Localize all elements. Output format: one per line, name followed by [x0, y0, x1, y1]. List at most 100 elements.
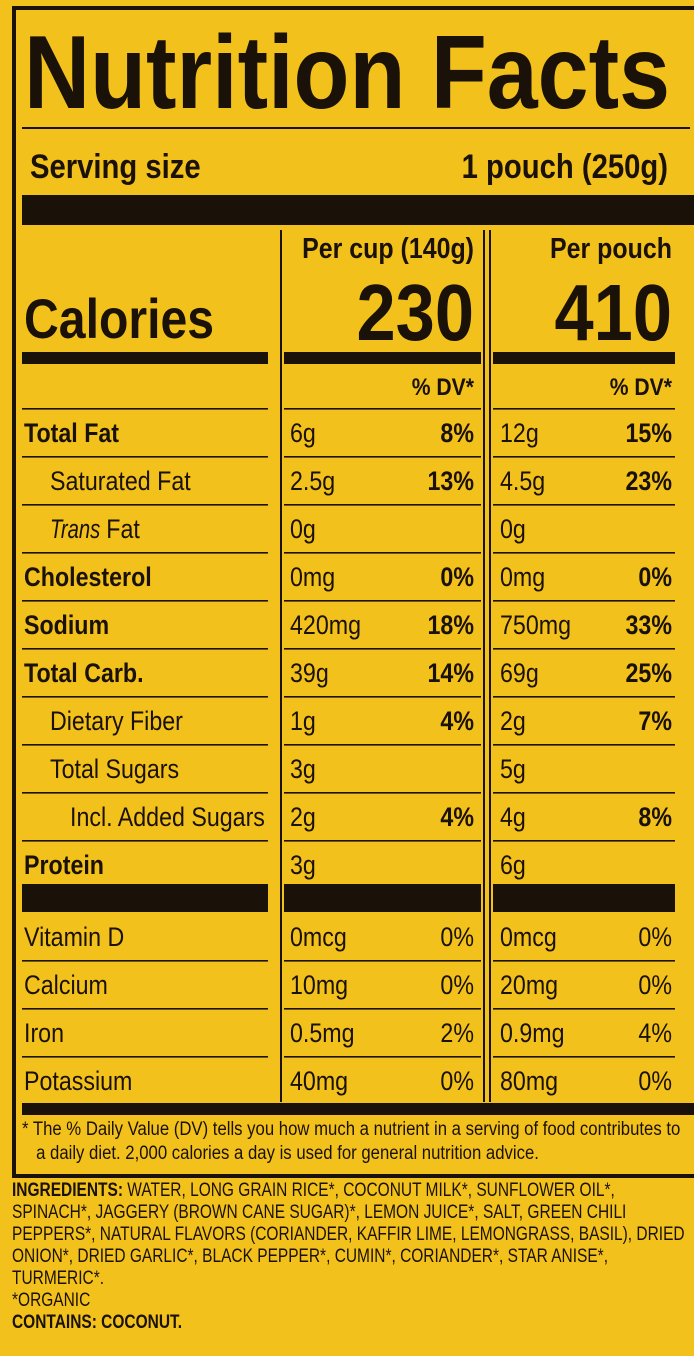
vitamin-amount: 0.9mg: [500, 1018, 565, 1048]
nutrient-dv: 13%: [428, 466, 474, 496]
nutrient-amount: 0mg: [290, 562, 335, 592]
nutrient-name: Dietary Fiber: [50, 706, 183, 736]
nutrient-dv: 0%: [638, 562, 672, 592]
calories-label: Calories: [24, 287, 214, 350]
serving-value: 1 pouch (250g): [462, 148, 668, 186]
row-rule: [284, 504, 481, 506]
nutrient-amount: 4g: [500, 802, 526, 832]
nutrient-dv: 23%: [626, 466, 672, 496]
row-rule: [22, 648, 268, 650]
nutrient-amount: 4.5g: [500, 466, 545, 496]
row-rule: [493, 744, 675, 746]
row-rule: [22, 600, 268, 602]
vitamin-dv: 2%: [440, 1018, 474, 1048]
row-rule: [22, 696, 268, 698]
nutrient-amount: 3g: [290, 850, 316, 880]
section-bar: [22, 352, 268, 364]
nutrient-amount: 6g: [290, 418, 316, 448]
vitamin-amount: 40mg: [290, 1066, 348, 1096]
row-rule: [22, 960, 268, 962]
nutrient-name: Saturated Fat: [50, 466, 191, 496]
row-rule: [284, 1008, 481, 1010]
vitamin-amount: 0.5mg: [290, 1018, 355, 1048]
dv-header: % DV*: [610, 374, 673, 401]
row-rule: [284, 792, 481, 794]
organic-note: *ORGANIC: [12, 1290, 91, 1311]
nutrient-name: Fat: [106, 514, 140, 544]
row-rule: [284, 840, 481, 842]
ingredients: INGREDIENTS: WATER, LONG GRAIN RICE*, CO…: [12, 1180, 694, 1334]
section-bar: [493, 352, 675, 364]
vitamin-amount: 0mcg: [500, 922, 557, 952]
nutrient-dv: 7%: [638, 706, 672, 736]
nutrient-amount: 420mg: [290, 610, 361, 640]
vitamin-dv: 0%: [638, 970, 672, 1000]
label-border: [12, 6, 694, 1178]
serving-label: Serving size: [30, 148, 201, 186]
row-rule: [284, 744, 481, 746]
nutrient-amount: 69g: [500, 658, 539, 688]
row-rule: [22, 840, 268, 842]
section-bar: [493, 884, 675, 912]
vitamin-name: Potassium: [24, 1066, 132, 1096]
vitamin-name: Vitamin D: [24, 922, 124, 952]
nutrient-dv: 18%: [428, 610, 474, 640]
row-rule: [493, 1008, 675, 1010]
nutrient-dv: 4%: [440, 802, 474, 832]
vitamin-dv: 4%: [638, 1018, 672, 1048]
vitamin-amount: 80mg: [500, 1066, 558, 1096]
nutrient-amount: 2g: [500, 706, 526, 736]
footnote: * The % Daily Value (DV) tells you how m…: [22, 1119, 681, 1164]
row-rule: [284, 960, 481, 962]
ingredients-label: INGREDIENTS:: [12, 1180, 123, 1201]
row-rule: [22, 792, 268, 794]
thick-bar: [22, 1103, 694, 1115]
dv-header: % DV*: [412, 374, 475, 401]
row-rule: [284, 552, 481, 554]
row-rule: [493, 456, 675, 458]
nutrient-dv: 8%: [440, 418, 474, 448]
row-rule: [22, 1056, 268, 1058]
nutrient-amount: 2.5g: [290, 466, 335, 496]
row-rule: [284, 1056, 481, 1058]
row-rule: [284, 600, 481, 602]
nutrient-dv: 14%: [428, 658, 474, 688]
nutrient-dv: 33%: [626, 610, 672, 640]
row-rule: [493, 840, 675, 842]
calories-value: 410: [555, 268, 672, 357]
row-rule: [22, 456, 268, 458]
nutrient-name: Total Fat: [24, 418, 119, 448]
row-rule: [493, 648, 675, 650]
vitamin-dv: 0%: [440, 1066, 474, 1096]
row-rule: [284, 696, 481, 698]
nutrient-amount: 39g: [290, 658, 329, 688]
row-rule: [284, 648, 481, 650]
nutrient-amount: 0g: [500, 514, 526, 544]
row-rule: [493, 792, 675, 794]
section-bar: [22, 884, 268, 912]
vitamin-amount: 20mg: [500, 970, 558, 1000]
vitamin-dv: 0%: [440, 970, 474, 1000]
row-rule: [493, 552, 675, 554]
row-rule: [493, 960, 675, 962]
section-bar: [284, 352, 481, 364]
nutrient-amount: 0g: [290, 514, 316, 544]
vitamin-dv: 0%: [638, 922, 672, 952]
calories-value: 230: [357, 268, 474, 357]
row-rule: [22, 744, 268, 746]
ingredients-list: WATER, LONG GRAIN RICE*, COCONUT MILK*, …: [12, 1180, 685, 1289]
nutrient-dv: 15%: [626, 418, 672, 448]
nutrient-name: Protein: [24, 850, 104, 880]
nutrient-amount: 2g: [290, 802, 316, 832]
row-rule: [22, 1008, 268, 1010]
nutrient-name: Cholesterol: [24, 562, 152, 592]
nutrient-name: Sodium: [24, 610, 109, 640]
nutrient-amount: 6g: [500, 850, 526, 880]
vitamin-dv: 0%: [440, 922, 474, 952]
vitamin-name: Iron: [24, 1018, 64, 1048]
nutrient-name: Total Carb.: [24, 658, 144, 688]
column-header: Per cup (140g): [302, 233, 474, 265]
nutrient-amount: 0mg: [500, 562, 545, 592]
